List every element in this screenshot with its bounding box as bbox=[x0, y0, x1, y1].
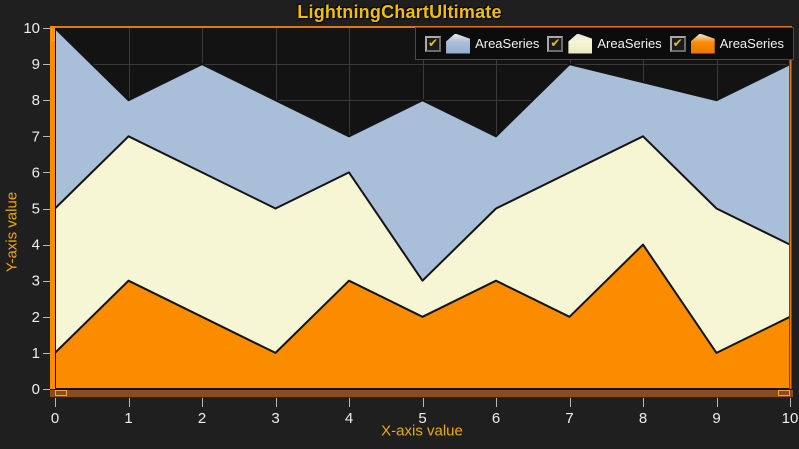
y-axis-tick-label: 2 bbox=[32, 309, 40, 326]
y-axis-tick-label: 7 bbox=[32, 128, 40, 145]
legend-entry-label: AreaSeries bbox=[597, 36, 662, 51]
legend-checkbox[interactable]: ✔ bbox=[425, 35, 442, 52]
y-axis-tick-label: 10 bbox=[23, 20, 40, 37]
y-axis-tick-label: 8 bbox=[32, 92, 40, 109]
x-axis-tick-label: 10 bbox=[782, 410, 799, 427]
x-axis-range-indicator-left bbox=[55, 390, 67, 396]
x-axis-tick-label: 1 bbox=[124, 410, 132, 427]
area-series-icon bbox=[690, 33, 715, 54]
area-series-icon bbox=[568, 33, 593, 54]
y-axis-tick-label: 3 bbox=[32, 273, 40, 290]
legend-entry[interactable]: ✔ AreaSeries bbox=[547, 33, 662, 54]
y-axis-tick-label: 5 bbox=[32, 201, 40, 218]
legend-checkbox[interactable]: ✔ bbox=[547, 35, 564, 52]
y-axis-tick-label: 9 bbox=[32, 56, 40, 73]
x-axis-tick-label: 0 bbox=[51, 410, 59, 427]
x-axis-line bbox=[50, 390, 793, 397]
y-axis-tick-label: 0 bbox=[32, 381, 40, 398]
checkmark-icon: ✔ bbox=[550, 36, 561, 50]
y-axis-tick-label: 1 bbox=[32, 345, 40, 362]
legend-entry[interactable]: ✔ AreaSeries bbox=[669, 33, 784, 54]
y-axis-line bbox=[50, 26, 55, 397]
legend-entry-label: AreaSeries bbox=[475, 36, 540, 51]
legend-entry[interactable]: ✔ AreaSeries bbox=[425, 33, 540, 54]
x-axis-tick-label: 6 bbox=[492, 410, 500, 427]
y-axis-range-indicator-top bbox=[51, 29, 55, 41]
legend-entry-label: AreaSeries bbox=[719, 36, 784, 51]
area-series-icon bbox=[446, 33, 471, 54]
x-axis-tick-label: 9 bbox=[712, 410, 720, 427]
y-axis-tick-label: 6 bbox=[32, 164, 40, 181]
x-axis-tick-label: 8 bbox=[639, 410, 647, 427]
x-axis-tick-label: 4 bbox=[345, 410, 353, 427]
y-axis-tick-label: 4 bbox=[32, 237, 40, 254]
checkmark-icon: ✔ bbox=[428, 36, 439, 50]
x-axis-tick-label: 5 bbox=[418, 410, 426, 427]
x-axis-tick-label: 2 bbox=[198, 410, 206, 427]
checkmark-icon: ✔ bbox=[672, 36, 683, 50]
x-axis-tick-label: 3 bbox=[271, 410, 279, 427]
x-axis-title: X-axis value bbox=[381, 422, 463, 440]
chart-title: LightningChartUltimate bbox=[297, 2, 502, 22]
legend: ✔ AreaSeries ✔ AreaSeries ✔ AreaSeries bbox=[415, 27, 794, 60]
y-axis-title: Y-axis value bbox=[3, 191, 21, 273]
legend-checkbox[interactable]: ✔ bbox=[669, 35, 686, 52]
x-axis-tick-label: 7 bbox=[565, 410, 573, 427]
x-axis-range-indicator-right bbox=[778, 390, 790, 396]
